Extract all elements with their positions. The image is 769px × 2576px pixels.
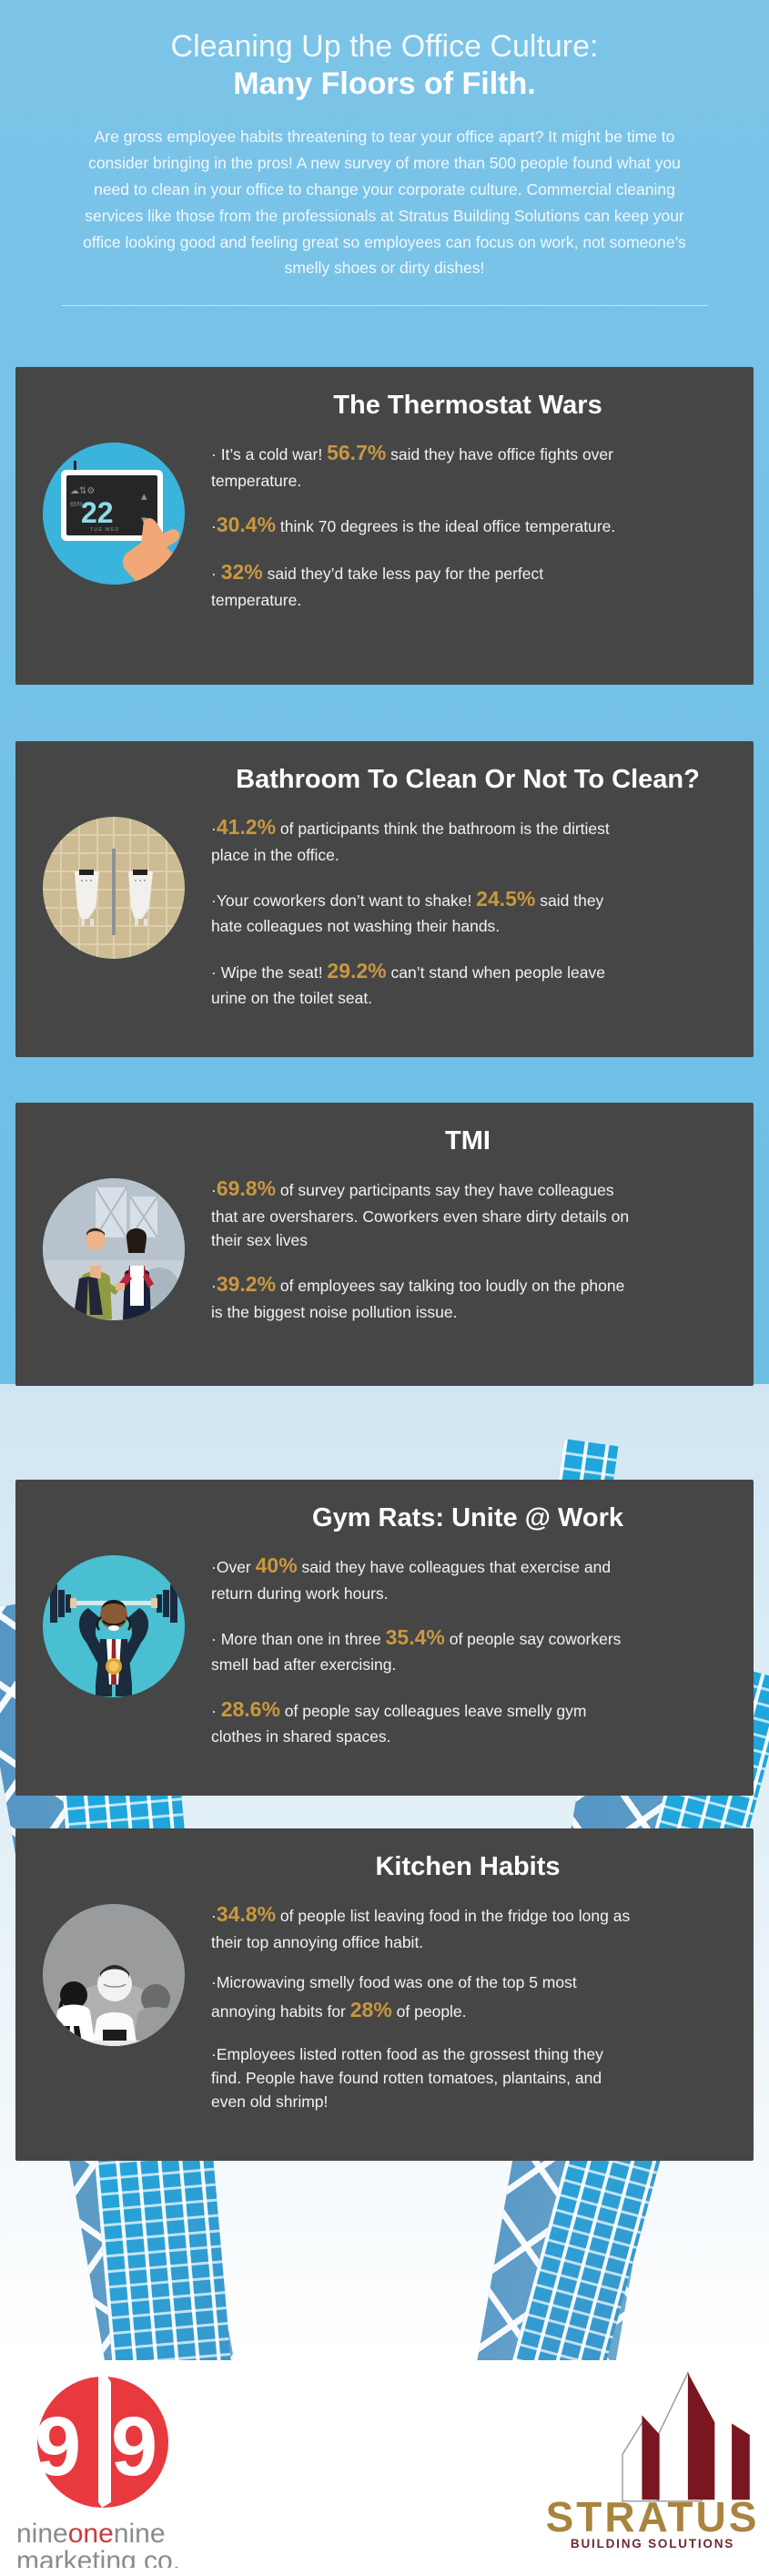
svg-text:marketing co.: marketing co. [16, 2546, 180, 2568]
svg-text:TUE WED: TUE WED [90, 527, 119, 533]
svg-text:9: 9 [111, 2400, 157, 2493]
svg-text:▴: ▴ [141, 489, 147, 503]
svg-text:nineonenine: nineonenine [16, 2519, 166, 2549]
svg-text:STRATUS: STRATUS [546, 2493, 760, 2540]
svg-text:☁⇅⚙: ☁⇅⚙ [70, 486, 95, 496]
svg-text:9: 9 [35, 2400, 81, 2493]
svg-text:22: 22 [81, 496, 114, 529]
svg-text:BUILDING SOLUTIONS: BUILDING SOLUTIONS [571, 2537, 734, 2551]
